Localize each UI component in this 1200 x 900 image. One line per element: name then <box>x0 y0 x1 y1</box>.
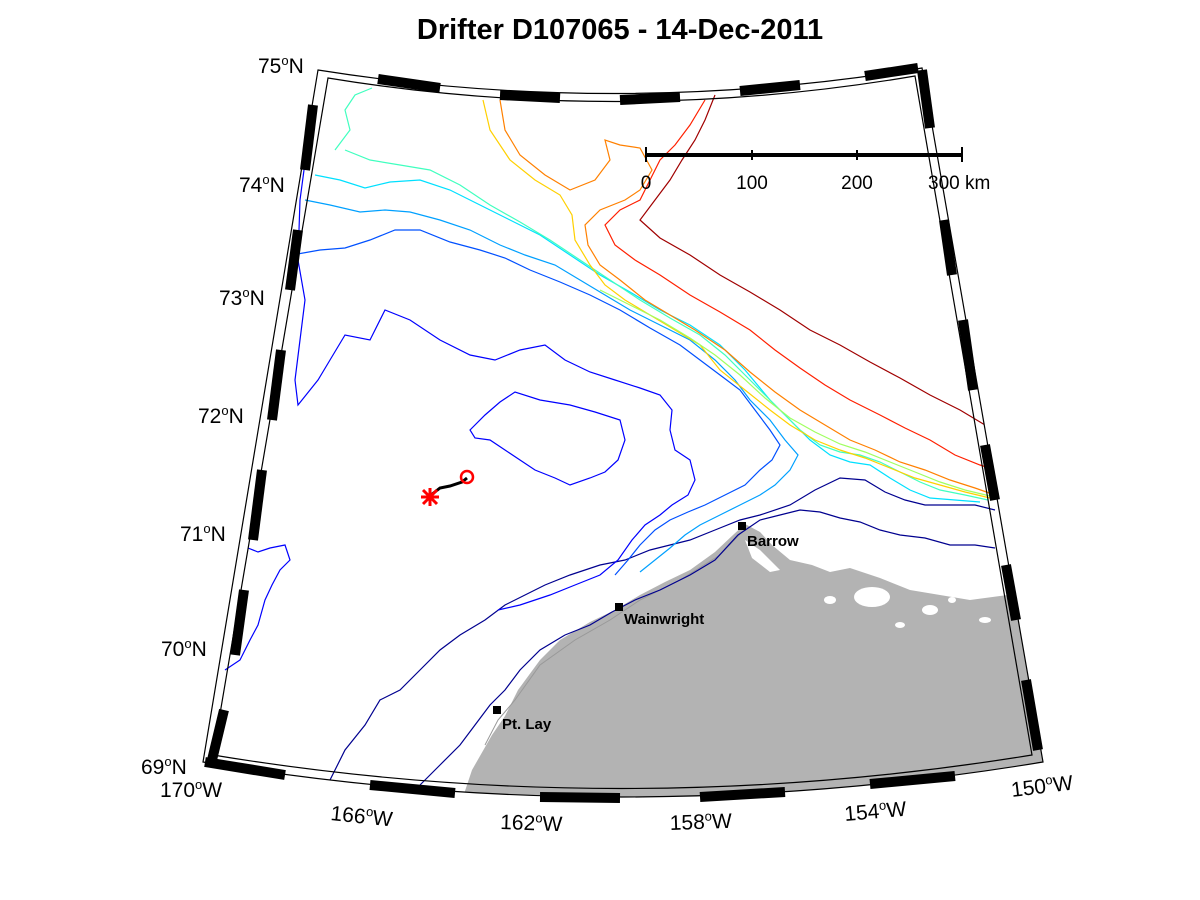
shoreline <box>484 531 743 746</box>
lat-label-73: 73oN <box>219 285 265 310</box>
lon-label-154: 154oW <box>843 796 907 826</box>
map-body <box>224 87 1043 797</box>
lat-label-75: 75oN <box>258 53 304 78</box>
scale-bar: 0 100 200 300 km <box>641 147 990 194</box>
lat-label-69: 69oN <box>141 754 187 779</box>
lat-label-71: 71oN <box>180 521 226 546</box>
town-label-barrow: Barrow <box>747 533 799 550</box>
lat-label-70: 70oN <box>161 636 207 661</box>
scale-tick-200: 200 <box>841 173 873 194</box>
town-label-pt-lay: Pt. Lay <box>502 716 552 733</box>
map-title: Drifter D107065 - 14-Dec-2011 <box>416 14 824 46</box>
town-label-wainwright: Wainwright <box>624 611 704 628</box>
town-markers <box>493 522 746 714</box>
lon-label-166: 166oW <box>329 800 394 831</box>
frame-ticks <box>204 63 1043 803</box>
drifter-end-marker <box>421 488 439 506</box>
lat-label-72: 72oN <box>198 403 244 428</box>
alaska-land <box>462 524 1043 797</box>
lat-label-74: 74oN <box>239 172 285 197</box>
scale-tick-0: 0 <box>641 173 652 194</box>
drifter-start-marker <box>459 469 475 485</box>
scale-tick-100: 100 <box>736 173 768 194</box>
lon-label-170: 170oW <box>160 777 222 802</box>
lon-label-162: 162oW <box>500 809 563 836</box>
lon-label-158: 158oW <box>669 808 732 835</box>
scale-tick-300: 300 km <box>928 173 990 194</box>
land-lakes <box>745 540 991 628</box>
bathymetry-contours <box>224 87 996 786</box>
lon-label-150: 150oW <box>1010 770 1075 802</box>
